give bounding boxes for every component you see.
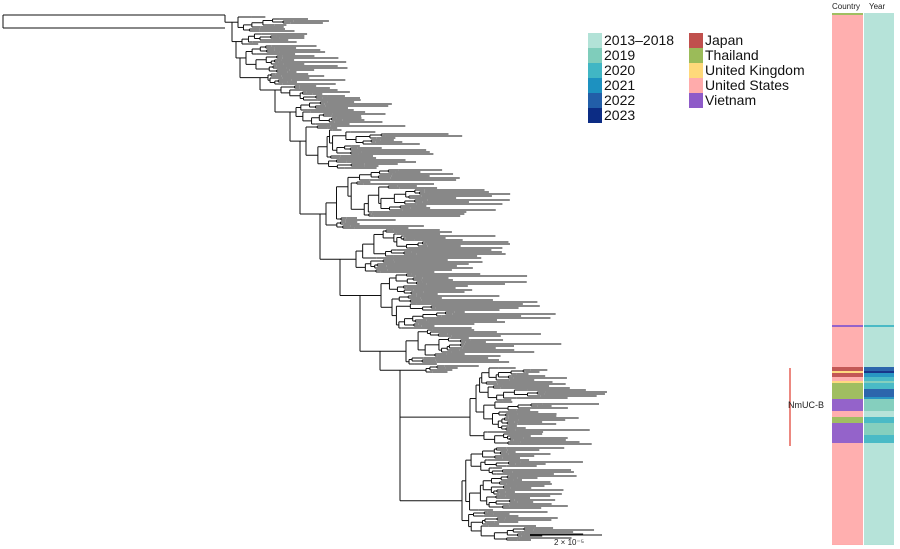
year-legend-item: 2021 bbox=[588, 78, 674, 93]
year-label: 2019 bbox=[604, 47, 636, 63]
year-strip-cell bbox=[864, 381, 894, 383]
year-strip-cell bbox=[864, 373, 894, 377]
country-swatch bbox=[689, 63, 703, 78]
country-legend-item: United States bbox=[689, 78, 805, 93]
country-legend-item: United Kingdom bbox=[689, 63, 805, 78]
year-label: 2021 bbox=[604, 77, 636, 93]
country-strip-cell bbox=[832, 435, 863, 443]
country-strip-cell bbox=[832, 411, 863, 417]
country-strip-cell bbox=[832, 399, 863, 411]
year-strip-cell bbox=[864, 371, 894, 373]
year-legend: 2013–2018 2019 2020 2021 2022 2023 bbox=[588, 33, 674, 123]
year-strip-cell bbox=[864, 15, 894, 325]
country-strip-cell bbox=[832, 443, 863, 545]
country-label: Japan bbox=[705, 32, 744, 48]
country-swatch bbox=[689, 33, 703, 48]
year-strip-cell bbox=[864, 423, 894, 435]
year-swatch bbox=[588, 78, 602, 93]
year-strip-cell bbox=[864, 389, 894, 397]
year-strip-cell bbox=[864, 397, 894, 399]
year-swatch bbox=[588, 93, 602, 108]
year-column-header: Year bbox=[869, 2, 886, 11]
year-swatch bbox=[588, 33, 602, 48]
clade-label: NmUC-B bbox=[788, 400, 824, 410]
country-label: Thailand bbox=[705, 47, 759, 63]
country-legend-item: Thailand bbox=[689, 48, 805, 63]
country-label: United Kingdom bbox=[705, 62, 805, 78]
year-swatch bbox=[588, 48, 602, 63]
year-swatch bbox=[588, 63, 602, 78]
year-strip-cell bbox=[864, 443, 894, 545]
year-strip-cell bbox=[864, 13, 894, 15]
country-strip-cell bbox=[832, 383, 863, 389]
country-legend-item: Japan bbox=[689, 33, 805, 48]
year-strip-cell bbox=[864, 327, 894, 367]
year-strip-cell bbox=[864, 377, 894, 381]
country-strip-cell bbox=[832, 373, 863, 377]
country-strip-cell bbox=[832, 15, 863, 325]
country-label: United States bbox=[705, 77, 790, 93]
country-legend: Japan Thailand United Kingdom United Sta… bbox=[689, 33, 805, 108]
year-swatch bbox=[588, 108, 602, 123]
year-label: 2023 bbox=[604, 107, 636, 123]
year-strip-cell bbox=[864, 325, 894, 327]
year-legend-item: 2019 bbox=[588, 48, 674, 63]
country-strip-cell bbox=[832, 327, 863, 367]
country-strip-cell bbox=[832, 13, 863, 15]
year-strip-cell bbox=[864, 367, 894, 371]
year-legend-item: 2022 bbox=[588, 93, 674, 108]
year-strip-cell bbox=[864, 411, 894, 417]
year-strip-cell bbox=[864, 435, 894, 443]
country-column-header: Country bbox=[832, 2, 861, 11]
scale-bar-label: 2 × 10⁻⁵ bbox=[554, 538, 585, 547]
country-strip-cell bbox=[832, 367, 863, 371]
country-swatch bbox=[689, 78, 703, 93]
year-legend-item: 2013–2018 bbox=[588, 33, 674, 48]
year-strip-cell bbox=[864, 417, 894, 423]
country-strip-cell bbox=[832, 325, 863, 327]
country-strip-cell bbox=[832, 423, 863, 435]
country-strip-cell bbox=[832, 389, 863, 397]
country-legend-item: Vietnam bbox=[689, 93, 805, 108]
country-label: Vietnam bbox=[705, 92, 757, 108]
year-label: 2013–2018 bbox=[604, 32, 675, 48]
country-swatch bbox=[689, 93, 703, 108]
year-label: 2022 bbox=[604, 92, 636, 108]
country-strip-cell bbox=[832, 371, 863, 373]
country-strip-cell bbox=[832, 397, 863, 399]
country-strip-cell bbox=[832, 377, 863, 381]
year-strip-cell bbox=[864, 383, 894, 389]
country-strip-cell bbox=[832, 417, 863, 423]
year-legend-item: 2020 bbox=[588, 63, 674, 78]
country-strip-cell bbox=[832, 381, 863, 383]
year-label: 2020 bbox=[604, 62, 636, 78]
year-strip-cell bbox=[864, 399, 894, 411]
year-legend-item: 2023 bbox=[588, 108, 674, 123]
country-swatch bbox=[689, 48, 703, 63]
